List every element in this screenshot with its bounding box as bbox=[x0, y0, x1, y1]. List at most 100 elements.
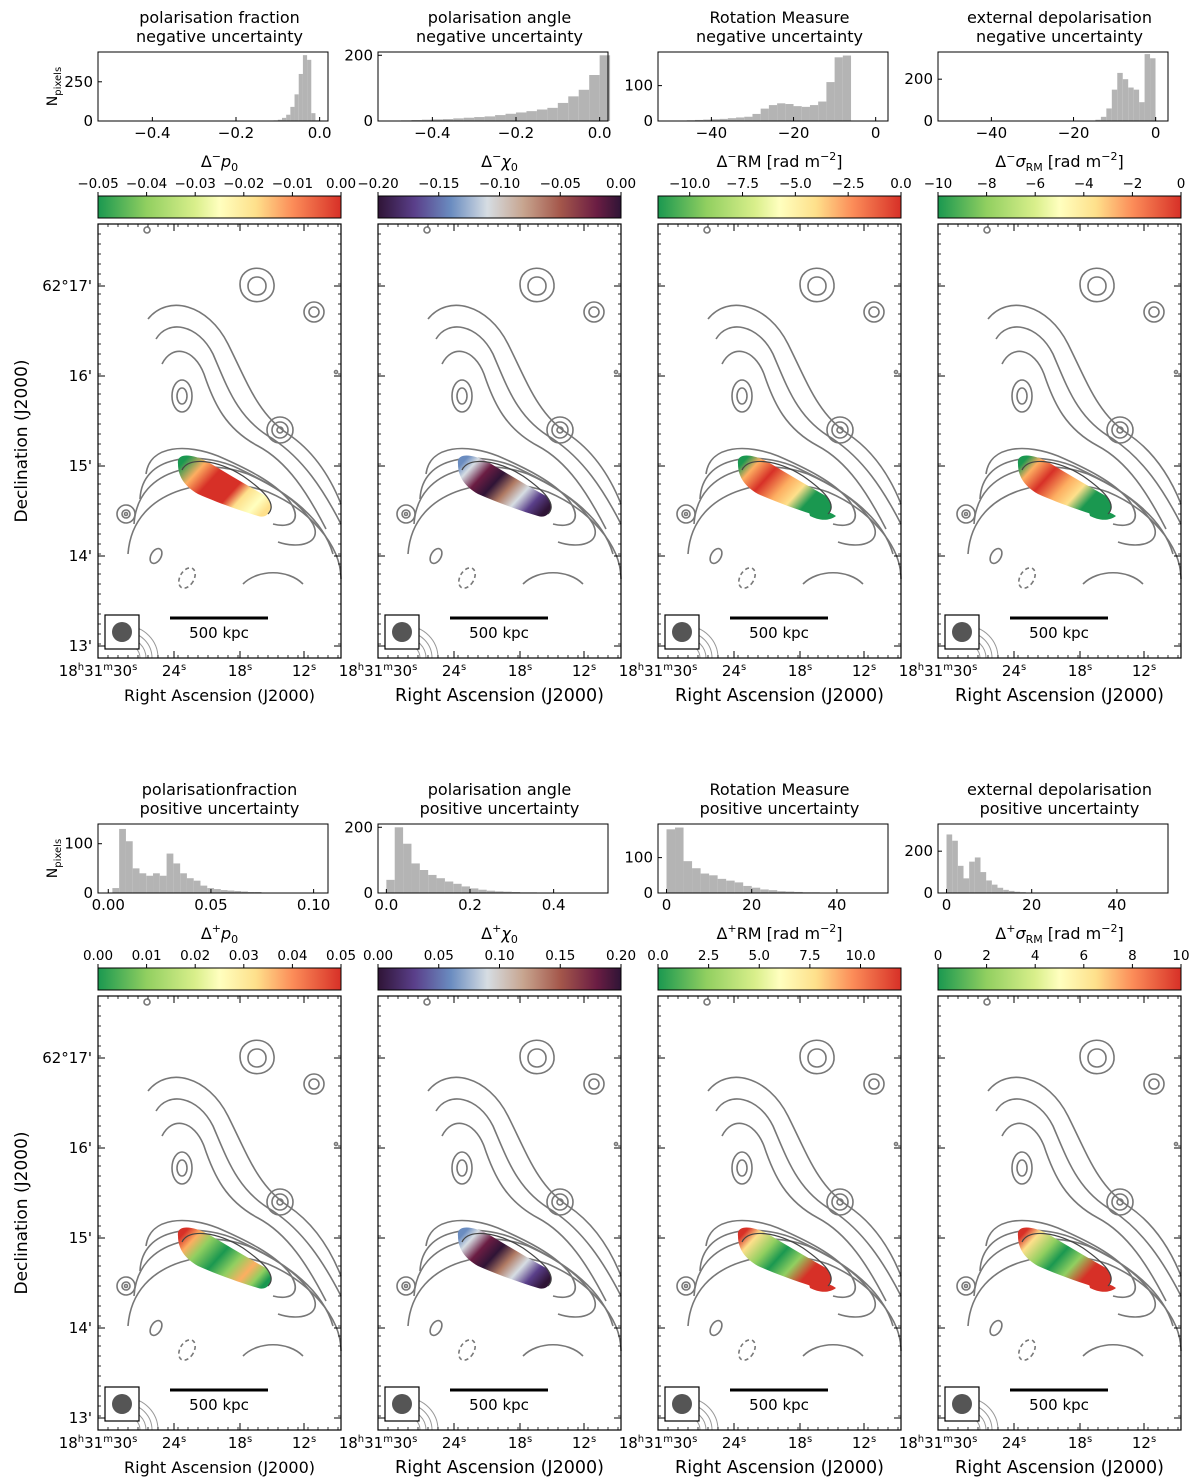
contour bbox=[276, 1198, 284, 1206]
hist-ytick-label: 0 bbox=[363, 112, 373, 130]
sky-map: 500 kpc 18h31m30s 24s 18s 12s bbox=[339, 995, 622, 1452]
contour bbox=[893, 1141, 899, 1147]
polarised-emission bbox=[737, 1227, 832, 1289]
contour bbox=[425, 447, 576, 526]
contour bbox=[983, 226, 991, 234]
colorbar-tick-label: 0.05 bbox=[424, 948, 454, 964]
hist-bar bbox=[1128, 87, 1134, 121]
dec-axis-label: Declination (J2000) bbox=[12, 1131, 32, 1294]
contour bbox=[303, 1073, 325, 1095]
contour-negative bbox=[1018, 567, 1036, 589]
polarised-emission bbox=[1017, 1227, 1112, 1289]
colorbar-gradient bbox=[377, 195, 622, 219]
contour-negative bbox=[178, 1339, 196, 1361]
contour bbox=[613, 1141, 619, 1147]
contour bbox=[1082, 572, 1144, 585]
colorbar-tick-label: 0.15 bbox=[545, 948, 575, 964]
ra-tick-label: 18s bbox=[228, 662, 252, 680]
hist-bar bbox=[589, 75, 600, 121]
map-frame bbox=[657, 223, 902, 659]
hist-title-line2: negative uncertainty bbox=[696, 27, 863, 46]
hist-title-line1: polarisation fraction bbox=[139, 8, 300, 27]
hist-bar bbox=[159, 875, 167, 893]
contour bbox=[1016, 1159, 1028, 1177]
contour bbox=[423, 998, 431, 1006]
ra-tick-label: 18s bbox=[788, 662, 812, 680]
histogram: −40 −20 0 0 100 bbox=[624, 51, 889, 142]
hist-bar bbox=[241, 891, 248, 893]
contour bbox=[423, 226, 431, 234]
polarised-emission bbox=[457, 1227, 552, 1289]
hist-bar bbox=[536, 109, 548, 121]
ra-tick-label: 24s bbox=[722, 662, 746, 680]
hist-bar bbox=[474, 117, 485, 121]
hist-bar bbox=[952, 840, 958, 893]
contour bbox=[963, 511, 969, 517]
contour bbox=[681, 1281, 691, 1291]
contour bbox=[802, 572, 864, 585]
cbar-label: Δ−σRM [rad m−2] bbox=[995, 150, 1123, 174]
colorbar-tick-label: −2.5 bbox=[832, 176, 865, 192]
hist-bar bbox=[1008, 890, 1015, 893]
cbar-label: Δ−p0 bbox=[201, 150, 238, 174]
ra-tick-label: 18s bbox=[788, 1434, 812, 1452]
beam-ellipse bbox=[392, 622, 412, 642]
hist-bar bbox=[286, 114, 291, 121]
hist-xtick-label: 20 bbox=[1022, 896, 1041, 914]
hist-xtick-label: −20 bbox=[1058, 124, 1090, 142]
contour bbox=[239, 1039, 275, 1075]
hist-bar bbox=[220, 890, 228, 893]
ra-tick-label: 24s bbox=[1002, 662, 1026, 680]
contour bbox=[1116, 426, 1124, 434]
histogram: 0 20 40 0 200 bbox=[904, 823, 1169, 914]
contour bbox=[333, 1141, 339, 1147]
hist-frame bbox=[937, 823, 1169, 894]
hist-bar bbox=[484, 116, 496, 121]
colorbar-tick-label: −0.05 bbox=[77, 176, 118, 192]
contour bbox=[1011, 1151, 1033, 1185]
contour bbox=[271, 421, 289, 439]
hist-bar bbox=[1100, 116, 1107, 121]
hist-bar bbox=[294, 94, 299, 121]
beam-ellipse bbox=[112, 1394, 132, 1414]
hist-bar bbox=[200, 885, 208, 893]
histogram: −0.4 −0.2 0.0 0 200 bbox=[344, 46, 611, 142]
hist-bar bbox=[227, 890, 235, 893]
hist-bar bbox=[997, 887, 1004, 893]
hist-bar bbox=[453, 883, 462, 893]
hist-ytick-label: 100 bbox=[624, 77, 653, 95]
contour bbox=[1106, 416, 1134, 444]
hist-xtick-label: 40 bbox=[827, 896, 846, 914]
hist-xtick-label: 0.10 bbox=[297, 896, 330, 914]
hist-bar bbox=[709, 875, 718, 893]
contour bbox=[396, 504, 416, 524]
hist-title-line2: negative uncertainty bbox=[136, 27, 303, 46]
histogram: −40 −20 0 0 200 bbox=[904, 51, 1169, 142]
colorbar-gradient bbox=[97, 195, 342, 219]
contour bbox=[171, 1151, 193, 1185]
contour bbox=[995, 326, 1182, 525]
hist-xtick-label: 0.00 bbox=[92, 896, 125, 914]
contour bbox=[429, 1319, 443, 1337]
hist-bar bbox=[834, 57, 843, 121]
contour bbox=[556, 1198, 564, 1206]
dec-tick-label: 14' bbox=[69, 547, 92, 565]
hist-bar bbox=[139, 873, 147, 893]
dec-tick-label: 13' bbox=[69, 1409, 92, 1427]
hist-bar bbox=[726, 880, 735, 893]
contour bbox=[527, 1048, 547, 1068]
hist-bar bbox=[394, 827, 404, 893]
contour bbox=[123, 511, 129, 517]
scale-bar-label: 500 kpc bbox=[189, 624, 249, 642]
contour bbox=[989, 1319, 1003, 1337]
hist-title-line2: negative uncertainty bbox=[416, 27, 583, 46]
ra-axis-label: Right Ascension (J2000) bbox=[955, 686, 1164, 706]
hist-xtick-label: −0.4 bbox=[414, 124, 450, 142]
colorbar-gradient bbox=[657, 195, 902, 219]
hist-bar bbox=[768, 890, 778, 893]
beam-ellipse bbox=[672, 1394, 692, 1414]
contour bbox=[863, 301, 885, 323]
contour bbox=[836, 426, 844, 434]
